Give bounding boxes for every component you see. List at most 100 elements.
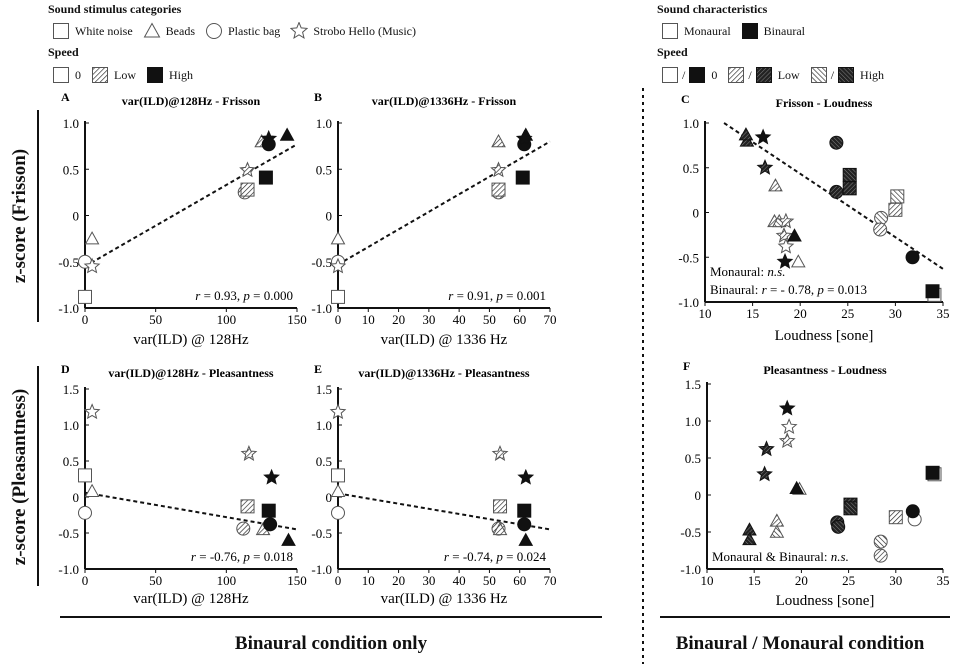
legend-characteristics-heading: Sound characteristics — [657, 2, 768, 16]
panel-letter: C — [681, 92, 690, 106]
star-marker — [777, 237, 795, 254]
star-marker — [778, 399, 796, 416]
stats-text: = 0.024 — [503, 549, 547, 564]
square-white-icon — [662, 67, 678, 83]
legend-item-speed: / High — [810, 66, 884, 84]
separator: / — [682, 67, 686, 82]
stats-annotation: Monaural: n.s. — [710, 264, 785, 279]
circle-marker — [829, 184, 844, 199]
legend-label: High — [860, 67, 885, 82]
circle-marker — [263, 517, 278, 532]
square-marker — [261, 503, 276, 518]
x-tick-label: 35 — [937, 573, 950, 588]
x-tick-label: 25 — [842, 573, 855, 588]
y-tick-label: 0 — [695, 488, 702, 503]
square-marker — [78, 468, 92, 483]
triangle-marker — [281, 532, 296, 546]
row-rule-pleasantness — [37, 366, 39, 586]
legend-label: Monaural — [684, 23, 731, 38]
stats-text: p — [242, 549, 250, 564]
stats-text: p — [242, 288, 250, 303]
stats-text: n.s. — [831, 549, 849, 564]
star-marker — [83, 257, 101, 274]
stats-text: = 0.001 — [503, 288, 546, 303]
square-black-icon — [147, 67, 163, 83]
star-marker — [290, 22, 309, 39]
square-marker — [53, 23, 69, 39]
legend-characteristics: Monaural Binaural — [661, 22, 815, 44]
legend-label: 0 — [711, 67, 718, 82]
circle-marker — [831, 519, 846, 534]
y-tick-label: 1.0 — [685, 414, 701, 429]
star-marker — [491, 444, 509, 461]
triangle-marker — [768, 178, 783, 192]
x-tick-label: 15 — [746, 306, 759, 321]
square-hatch-icon — [728, 67, 745, 83]
legend-label: Low — [777, 67, 800, 82]
stats-annotation: r = -0.76, p = 0.018 — [191, 549, 293, 564]
star-marker — [775, 227, 793, 243]
square-marker — [53, 67, 69, 83]
stats-text: n.s. — [767, 264, 785, 279]
square-marker — [843, 501, 858, 516]
y-tick-label: -1.0 — [680, 562, 701, 577]
panel-letter: E — [314, 362, 322, 376]
x-tick-label: 30 — [889, 306, 902, 321]
legend-label: 0 — [75, 67, 81, 82]
triangle-marker — [518, 532, 534, 546]
y-tick-label: 0 — [73, 490, 80, 505]
star-marker — [239, 161, 256, 178]
square-marker — [331, 289, 345, 304]
legend-categories-heading: Sound stimulus categories — [48, 2, 182, 16]
legend-item-characteristic: Binaural — [741, 22, 805, 40]
triangle-marker — [790, 254, 806, 268]
legend-label: Binaural — [763, 23, 805, 38]
square-marker — [240, 182, 255, 197]
star-marker — [778, 432, 796, 449]
circle-marker — [905, 504, 920, 519]
x-axis-label: var(ILD) @ 128Hz — [133, 332, 249, 348]
square-marker — [662, 67, 678, 83]
square-marker — [258, 170, 273, 185]
triangle-marker — [769, 513, 785, 527]
legend-label: Strobo Hello (Music) — [313, 23, 416, 38]
x-tick-label: 50 — [483, 312, 496, 327]
circle-marker — [205, 23, 222, 39]
regression-line — [84, 143, 298, 268]
star-marker — [83, 403, 101, 420]
star-marker — [754, 128, 772, 145]
legend-item-triangle: Beads — [143, 22, 195, 40]
square-rhatch-icon — [810, 67, 827, 83]
square-white-icon — [662, 23, 678, 39]
y-tick-label: 0.5 — [316, 162, 332, 177]
y-tick-label: -0.5 — [58, 526, 79, 541]
square-marker — [842, 181, 857, 196]
stats-text: Monaural: — [710, 264, 767, 279]
x-tick-label: 20 — [392, 573, 405, 588]
stats-text: = - 0.78, — [767, 282, 818, 297]
triangle-marker — [789, 480, 805, 495]
x-tick-label: 30 — [889, 573, 902, 588]
stats-text: r — [448, 288, 454, 303]
stats-annotation: r = 0.93, p = 0.000 — [195, 288, 293, 303]
star-marker — [240, 444, 258, 461]
square-marker — [925, 465, 940, 480]
legend-item-circle: Plastic bag — [205, 22, 280, 40]
stats-text: p — [495, 549, 503, 564]
x-tick-label: 20 — [794, 306, 807, 321]
regression-line — [337, 140, 551, 266]
x-tick-label: 0 — [82, 312, 89, 327]
regression-line — [337, 492, 551, 531]
x-tick-label: 10 — [362, 573, 375, 588]
y-tick-label: 1.0 — [316, 418, 332, 433]
stats-text: = 0.018 — [250, 549, 293, 564]
star-white-icon — [290, 22, 309, 39]
legend-item-speed: /0 — [661, 66, 717, 84]
y-tick-label: 0.5 — [63, 162, 79, 177]
square-marker — [810, 67, 827, 83]
legend-speed: 0 Low High — [52, 66, 203, 88]
panel-title: Frisson - Loudness — [776, 96, 873, 110]
panel-letter: B — [314, 90, 322, 104]
panel-c: C Frisson - Loudness 10 15 20 25 30 35 1.0 0.5 0 -0… — [678, 92, 949, 344]
panel-f: F Pleasantness - Loudness 10 15 20 25 30 35 1.5 1… — [680, 359, 949, 609]
